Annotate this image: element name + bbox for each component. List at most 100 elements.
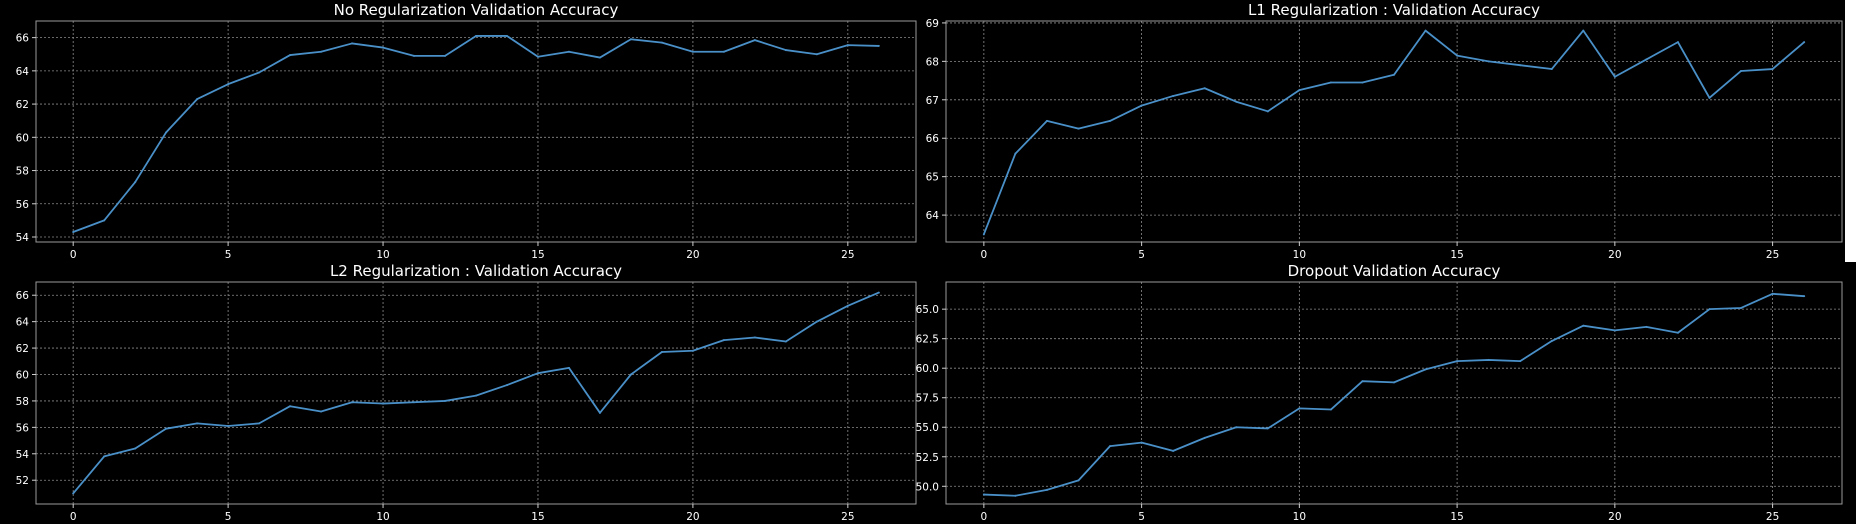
data-point	[351, 401, 354, 404]
data-point	[1266, 427, 1269, 430]
data-point	[722, 50, 725, 53]
data-point	[413, 54, 416, 57]
data-point	[1771, 68, 1774, 71]
data-point	[103, 219, 106, 222]
panel-2: 0 5 10 15 20 25 64 65 66 67 68 69 L1 Regularization …	[926, 1, 1843, 261]
data-point	[1329, 408, 1332, 411]
data-point	[1014, 494, 1017, 497]
panel-3: 0 5 10 15 20 25 52 54 56 58 60 62 64 66 L2 Regularizat…	[16, 262, 917, 523]
data-point	[382, 402, 385, 405]
data-point	[982, 493, 985, 496]
data-point	[1361, 380, 1364, 383]
x-tick-label: 5	[225, 511, 232, 523]
data-point	[1172, 449, 1175, 452]
data-point	[165, 427, 168, 430]
x-tick-label: 0	[981, 249, 988, 261]
y-tick-label: 60.0	[916, 363, 939, 375]
data-point	[413, 401, 416, 404]
data-point	[1613, 75, 1616, 78]
data-point	[753, 39, 756, 42]
y-tick-label: 60	[16, 132, 29, 144]
data-point	[1708, 308, 1711, 311]
data-point	[258, 422, 261, 425]
data-point	[1424, 368, 1427, 371]
data-point	[1676, 331, 1679, 334]
data-point	[72, 492, 75, 495]
data-point	[134, 181, 137, 184]
data-point	[722, 339, 725, 342]
data-point	[567, 366, 570, 369]
y-tick-label: 54	[16, 449, 30, 461]
data-point	[1613, 329, 1616, 332]
data-point	[567, 50, 570, 53]
data-point	[1582, 324, 1585, 327]
data-point	[1077, 127, 1080, 130]
data-point	[505, 384, 508, 387]
data-point	[1045, 119, 1048, 122]
data-point	[1487, 358, 1490, 361]
x-tick-label: 10	[1293, 511, 1306, 523]
panel-1: 0 5 10 15 20 25 54 56 58 60 62 64 66 No Regularizatio…	[16, 1, 917, 261]
data-point	[289, 405, 292, 408]
data-point	[1740, 69, 1743, 72]
data-point	[320, 50, 323, 53]
data-point	[1456, 360, 1459, 363]
data-point	[1298, 89, 1301, 92]
data-point	[536, 372, 539, 375]
y-tick-label: 58	[16, 166, 29, 178]
data-point	[1298, 407, 1301, 410]
data-point	[72, 231, 75, 234]
data-point	[1803, 295, 1806, 298]
data-point	[227, 425, 230, 428]
data-point	[815, 320, 818, 323]
data-point	[1456, 54, 1459, 57]
chart-title: L2 Regularization : Validation Accuracy	[330, 262, 622, 280]
data-point	[1550, 340, 1553, 343]
data-point	[846, 44, 849, 47]
x-tick-label: 5	[1138, 249, 1145, 261]
x-tick-label: 15	[531, 249, 544, 261]
y-tick-label: 54	[16, 232, 30, 244]
data-point	[1740, 306, 1743, 309]
data-point	[982, 233, 985, 236]
y-tick-label: 67	[926, 95, 939, 107]
plot-frame	[945, 20, 1843, 243]
y-tick-label: 62	[16, 99, 29, 111]
x-tick-label: 5	[1138, 511, 1145, 523]
y-tick-label: 66	[926, 133, 940, 145]
data-point	[1519, 64, 1522, 67]
y-tick-label: 68	[926, 56, 939, 68]
data-point	[103, 455, 106, 458]
x-tick-label: 0	[70, 249, 77, 261]
y-tick-label: 62.5	[916, 334, 939, 346]
data-point	[598, 56, 601, 59]
y-tick-label: 64	[926, 210, 940, 222]
data-point	[1140, 441, 1143, 444]
plot-frame	[35, 281, 917, 505]
data-point	[1203, 436, 1206, 439]
data-point	[1045, 488, 1048, 491]
data-point	[1361, 81, 1364, 84]
x-tick-label: 20	[686, 249, 699, 261]
x-tick-label: 15	[1450, 249, 1463, 261]
data-point	[1645, 325, 1648, 328]
data-point	[1676, 41, 1679, 44]
y-tick-label: 69	[926, 18, 939, 30]
data-point	[1519, 360, 1522, 363]
data-point	[1582, 29, 1585, 32]
y-tick-label: 55.0	[916, 422, 939, 434]
data-point	[1235, 426, 1238, 429]
data-point	[846, 304, 849, 307]
data-point	[815, 53, 818, 56]
data-point	[1109, 445, 1112, 448]
x-tick-label: 25	[1766, 511, 1779, 523]
x-tick-label: 15	[531, 511, 544, 523]
data-point	[691, 50, 694, 53]
data-point	[1803, 41, 1806, 44]
data-point	[444, 54, 447, 57]
chart-title: Dropout Validation Accuracy	[1288, 262, 1501, 280]
data-point	[1329, 81, 1332, 84]
y-tick-label: 65	[926, 172, 939, 184]
data-point	[753, 336, 756, 339]
data-point	[289, 54, 292, 57]
